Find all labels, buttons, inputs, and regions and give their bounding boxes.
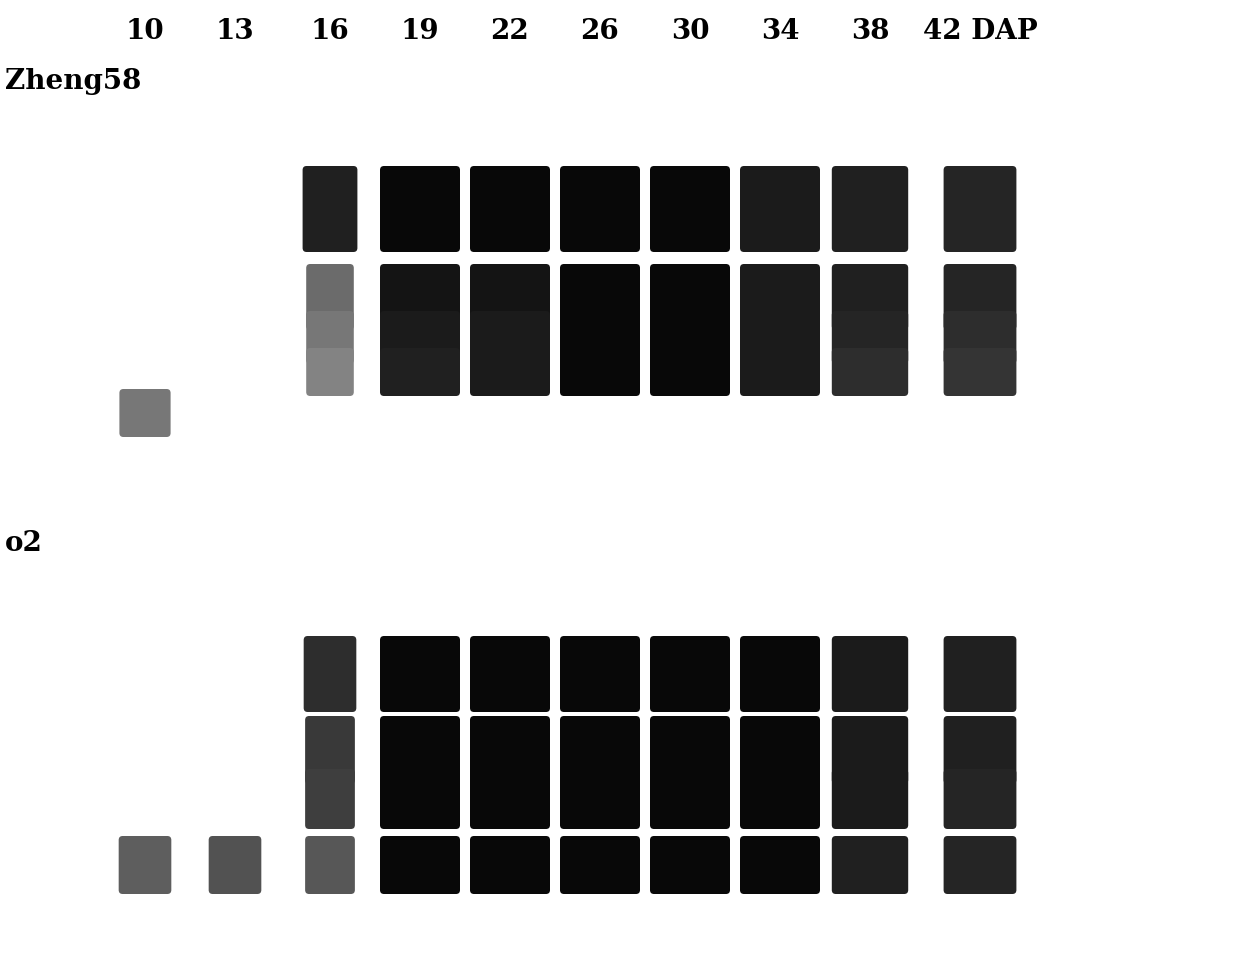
Text: 42 DAP: 42 DAP xyxy=(923,18,1038,45)
FancyBboxPatch shape xyxy=(560,264,640,330)
FancyBboxPatch shape xyxy=(832,769,908,829)
Text: 30: 30 xyxy=(671,18,709,45)
FancyBboxPatch shape xyxy=(832,716,908,784)
FancyBboxPatch shape xyxy=(944,348,1017,396)
FancyBboxPatch shape xyxy=(119,389,171,437)
Text: 26: 26 xyxy=(580,18,619,45)
FancyBboxPatch shape xyxy=(379,636,460,712)
FancyBboxPatch shape xyxy=(740,769,820,829)
FancyBboxPatch shape xyxy=(560,716,640,784)
FancyBboxPatch shape xyxy=(650,166,730,252)
FancyBboxPatch shape xyxy=(944,769,1017,829)
FancyBboxPatch shape xyxy=(944,166,1017,252)
FancyBboxPatch shape xyxy=(740,348,820,396)
FancyBboxPatch shape xyxy=(560,348,640,396)
FancyBboxPatch shape xyxy=(379,348,460,396)
FancyBboxPatch shape xyxy=(119,836,171,894)
FancyBboxPatch shape xyxy=(379,769,460,829)
FancyBboxPatch shape xyxy=(650,636,730,712)
FancyBboxPatch shape xyxy=(303,166,357,252)
FancyBboxPatch shape xyxy=(740,716,820,784)
FancyBboxPatch shape xyxy=(470,716,551,784)
FancyBboxPatch shape xyxy=(560,311,640,364)
Text: o2: o2 xyxy=(5,530,43,557)
Text: 13: 13 xyxy=(216,18,254,45)
Text: 34: 34 xyxy=(761,18,800,45)
FancyBboxPatch shape xyxy=(650,836,730,894)
FancyBboxPatch shape xyxy=(944,836,1017,894)
FancyBboxPatch shape xyxy=(560,166,640,252)
FancyBboxPatch shape xyxy=(379,836,460,894)
FancyBboxPatch shape xyxy=(306,311,353,364)
FancyBboxPatch shape xyxy=(560,769,640,829)
FancyBboxPatch shape xyxy=(208,836,262,894)
FancyBboxPatch shape xyxy=(379,716,460,784)
FancyBboxPatch shape xyxy=(832,636,908,712)
FancyBboxPatch shape xyxy=(650,716,730,784)
FancyBboxPatch shape xyxy=(470,348,551,396)
Text: 22: 22 xyxy=(491,18,529,45)
FancyBboxPatch shape xyxy=(470,264,551,330)
FancyBboxPatch shape xyxy=(304,636,356,712)
FancyBboxPatch shape xyxy=(305,836,355,894)
FancyBboxPatch shape xyxy=(740,836,820,894)
FancyBboxPatch shape xyxy=(305,716,355,784)
FancyBboxPatch shape xyxy=(832,836,908,894)
FancyBboxPatch shape xyxy=(650,769,730,829)
FancyBboxPatch shape xyxy=(470,311,551,364)
FancyBboxPatch shape xyxy=(740,264,820,330)
FancyBboxPatch shape xyxy=(379,166,460,252)
FancyBboxPatch shape xyxy=(379,311,460,364)
FancyBboxPatch shape xyxy=(740,166,820,252)
FancyBboxPatch shape xyxy=(470,636,551,712)
FancyBboxPatch shape xyxy=(832,264,908,330)
FancyBboxPatch shape xyxy=(944,716,1017,784)
FancyBboxPatch shape xyxy=(470,166,551,252)
FancyBboxPatch shape xyxy=(306,264,353,330)
Text: Zheng58: Zheng58 xyxy=(5,68,141,95)
Text: 38: 38 xyxy=(851,18,889,45)
FancyBboxPatch shape xyxy=(944,636,1017,712)
FancyBboxPatch shape xyxy=(470,836,551,894)
FancyBboxPatch shape xyxy=(560,636,640,712)
FancyBboxPatch shape xyxy=(560,836,640,894)
FancyBboxPatch shape xyxy=(740,311,820,364)
FancyBboxPatch shape xyxy=(944,264,1017,330)
Text: 10: 10 xyxy=(125,18,165,45)
FancyBboxPatch shape xyxy=(305,769,355,829)
FancyBboxPatch shape xyxy=(379,264,460,330)
Text: 16: 16 xyxy=(311,18,350,45)
FancyBboxPatch shape xyxy=(470,769,551,829)
FancyBboxPatch shape xyxy=(740,636,820,712)
FancyBboxPatch shape xyxy=(306,348,353,396)
Text: 19: 19 xyxy=(401,18,439,45)
FancyBboxPatch shape xyxy=(832,348,908,396)
FancyBboxPatch shape xyxy=(832,311,908,364)
FancyBboxPatch shape xyxy=(944,311,1017,364)
FancyBboxPatch shape xyxy=(650,348,730,396)
FancyBboxPatch shape xyxy=(650,264,730,330)
FancyBboxPatch shape xyxy=(832,166,908,252)
FancyBboxPatch shape xyxy=(650,311,730,364)
